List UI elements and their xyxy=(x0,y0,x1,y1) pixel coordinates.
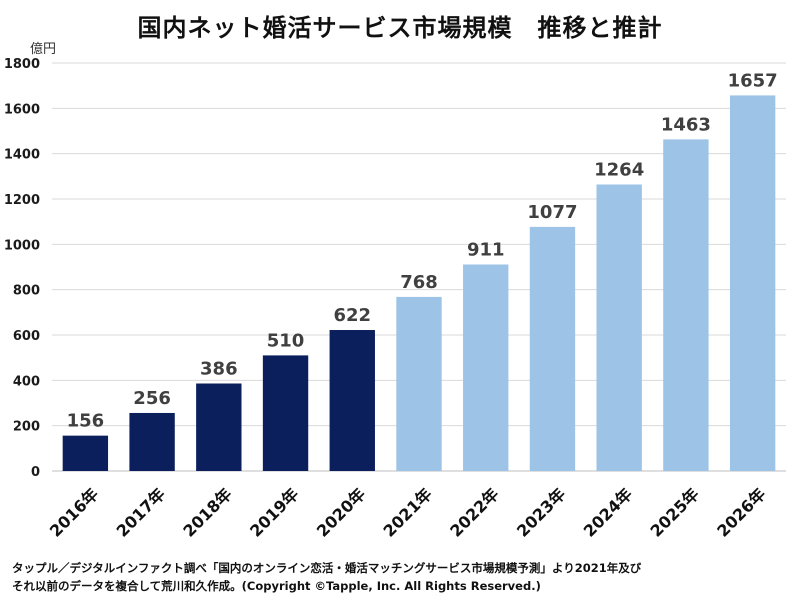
x-tick-label: 2020年 xyxy=(313,484,369,540)
x-tick-label: 2022年 xyxy=(446,484,502,540)
y-tick-label: 800 xyxy=(13,284,40,299)
y-tick-label: 1800 xyxy=(4,57,40,72)
bar-value-label: 510 xyxy=(267,330,305,351)
bar-2018年 xyxy=(196,383,242,471)
bar-2021年 xyxy=(396,296,442,471)
y-tick-label: 1400 xyxy=(4,148,40,163)
bar-2025年 xyxy=(663,139,709,472)
bar-value-label: 256 xyxy=(133,388,171,409)
x-tick-label: 2017年 xyxy=(113,484,169,540)
bar-2023年 xyxy=(529,226,576,471)
y-axis-unit: 億円 xyxy=(30,42,57,57)
bar-value-label: 156 xyxy=(67,411,105,432)
footnote-line-2: それ以前のデータを複合して荒川和久作成。(Copyright ©Tapple, … xyxy=(12,579,541,593)
x-tick-label: 2019年 xyxy=(246,484,302,540)
bar-value-label: 1077 xyxy=(527,202,577,223)
bar-2022年 xyxy=(463,264,509,471)
bar-2020年 xyxy=(329,330,375,471)
x-tick-label: 2024年 xyxy=(580,484,636,540)
x-tick-label: 2018年 xyxy=(179,484,235,540)
y-tick-label: 1000 xyxy=(4,238,40,253)
y-axis: 0 200 400 600 800 1000 1200 1400 1600 1800 xyxy=(4,57,40,480)
bars xyxy=(62,95,776,472)
bar-value-label: 622 xyxy=(333,305,371,326)
chart-title: 国内ネット婚活サービス市場規模 推移と推計 xyxy=(137,14,663,42)
y-tick-label: 1600 xyxy=(4,102,40,117)
y-tick-label: 600 xyxy=(13,329,40,344)
bar-2016年 xyxy=(62,435,109,471)
value-labels: 156 256 386 510 622 768 911 1077 1264 1463 1657 xyxy=(67,70,778,431)
x-axis: 2016年 2017年 2018年 2019年 2020年 2021年 2022年 2023年… xyxy=(46,484,770,540)
y-tick-label: 200 xyxy=(13,420,40,435)
bar-value-label: 1264 xyxy=(594,159,644,180)
x-tick-label: 2016年 xyxy=(46,484,102,540)
y-tick-label: 400 xyxy=(13,374,40,389)
x-tick-label: 2023年 xyxy=(513,484,569,540)
bar-chart: 0 200 400 600 800 1000 1200 1400 1600 1800 156 256… xyxy=(4,57,786,541)
bar-value-label: 386 xyxy=(200,359,238,380)
bar-value-label: 911 xyxy=(467,240,505,261)
bar-value-label: 1463 xyxy=(661,114,711,135)
bar-2024年 xyxy=(596,184,642,471)
x-tick-label: 2021年 xyxy=(380,484,436,540)
y-tick-label: 0 xyxy=(31,465,40,480)
x-tick-label: 2025年 xyxy=(646,484,702,540)
bar-2017年 xyxy=(129,412,175,471)
bar-2019年 xyxy=(262,355,309,471)
y-tick-label: 1200 xyxy=(4,193,40,208)
bar-2026年 xyxy=(729,95,776,471)
source-footnote: タップル／デジタルインファクト調べ「国内のオンライン恋活・婚活マッチングサービス… xyxy=(12,559,792,595)
bar-value-label: 1657 xyxy=(728,70,778,91)
bar-value-label: 768 xyxy=(400,272,438,293)
x-tick-label: 2026年 xyxy=(713,484,769,540)
footnote-line-1: タップル／デジタルインファクト調べ「国内のオンライン恋活・婚活マッチングサービス… xyxy=(12,561,642,575)
